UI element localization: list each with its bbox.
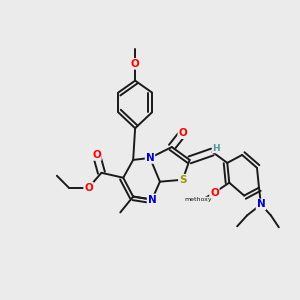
Text: methoxy: methoxy xyxy=(185,197,212,202)
Text: O: O xyxy=(92,150,101,160)
Text: O: O xyxy=(178,128,187,138)
Text: O: O xyxy=(84,183,93,193)
Text: O: O xyxy=(131,59,140,69)
Text: N: N xyxy=(146,153,154,163)
Text: O: O xyxy=(210,188,219,198)
Text: N: N xyxy=(148,194,156,205)
Text: H: H xyxy=(213,143,220,152)
Text: N: N xyxy=(256,200,265,209)
Text: S: S xyxy=(179,175,186,185)
